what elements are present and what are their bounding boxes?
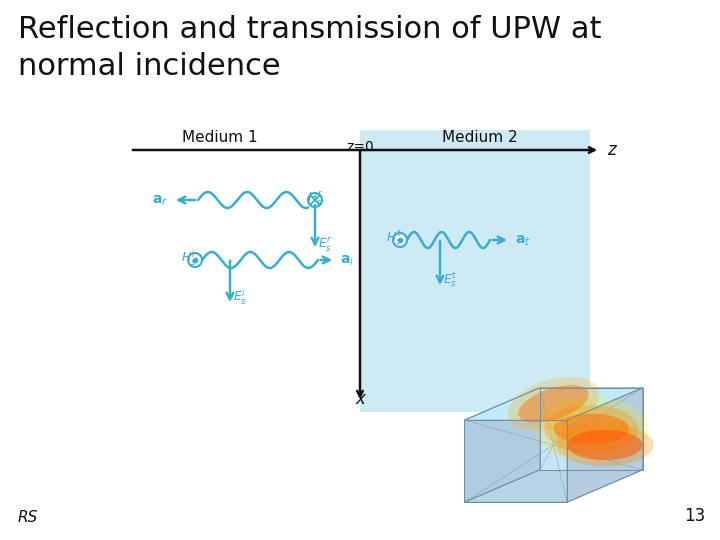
Text: $E^i_s$: $E^i_s$: [233, 288, 247, 307]
Text: $\mathbf{a}_r$: $\mathbf{a}_r$: [152, 194, 168, 208]
Ellipse shape: [508, 377, 599, 431]
Text: Medium 1: Medium 1: [182, 130, 258, 145]
Ellipse shape: [518, 385, 589, 423]
Text: x: x: [355, 390, 365, 408]
Ellipse shape: [534, 396, 648, 461]
Text: 13: 13: [684, 507, 705, 525]
Text: $H^r_s$: $H^r_s$: [307, 189, 323, 207]
Text: $E^r_s$: $E^r_s$: [318, 235, 333, 253]
Polygon shape: [464, 470, 642, 502]
Polygon shape: [464, 420, 567, 502]
Text: $H^i_s$: $H^i_s$: [181, 249, 197, 268]
Ellipse shape: [554, 414, 629, 444]
Circle shape: [188, 253, 202, 267]
Text: Reflection and transmission of UPW at
normal incidence: Reflection and transmission of UPW at no…: [18, 15, 601, 81]
Text: Medium 2: Medium 2: [442, 130, 518, 145]
Polygon shape: [464, 388, 642, 420]
Polygon shape: [540, 388, 642, 470]
Bar: [360, 130, 590, 412]
Text: $H^t_s$: $H^t_s$: [386, 229, 402, 248]
Text: z=0: z=0: [346, 140, 374, 154]
Ellipse shape: [567, 430, 642, 460]
Circle shape: [308, 193, 322, 207]
Circle shape: [393, 233, 407, 247]
Text: z: z: [607, 141, 616, 159]
Polygon shape: [464, 388, 540, 502]
Text: $\mathbf{a}_t$: $\mathbf{a}_t$: [515, 234, 531, 248]
Text: $\mathbf{a}_i$: $\mathbf{a}_i$: [340, 254, 354, 268]
Text: $E^t_s$: $E^t_s$: [443, 271, 457, 290]
Ellipse shape: [556, 423, 654, 467]
Polygon shape: [567, 388, 642, 502]
Ellipse shape: [544, 405, 639, 453]
Text: RS: RS: [18, 510, 38, 525]
